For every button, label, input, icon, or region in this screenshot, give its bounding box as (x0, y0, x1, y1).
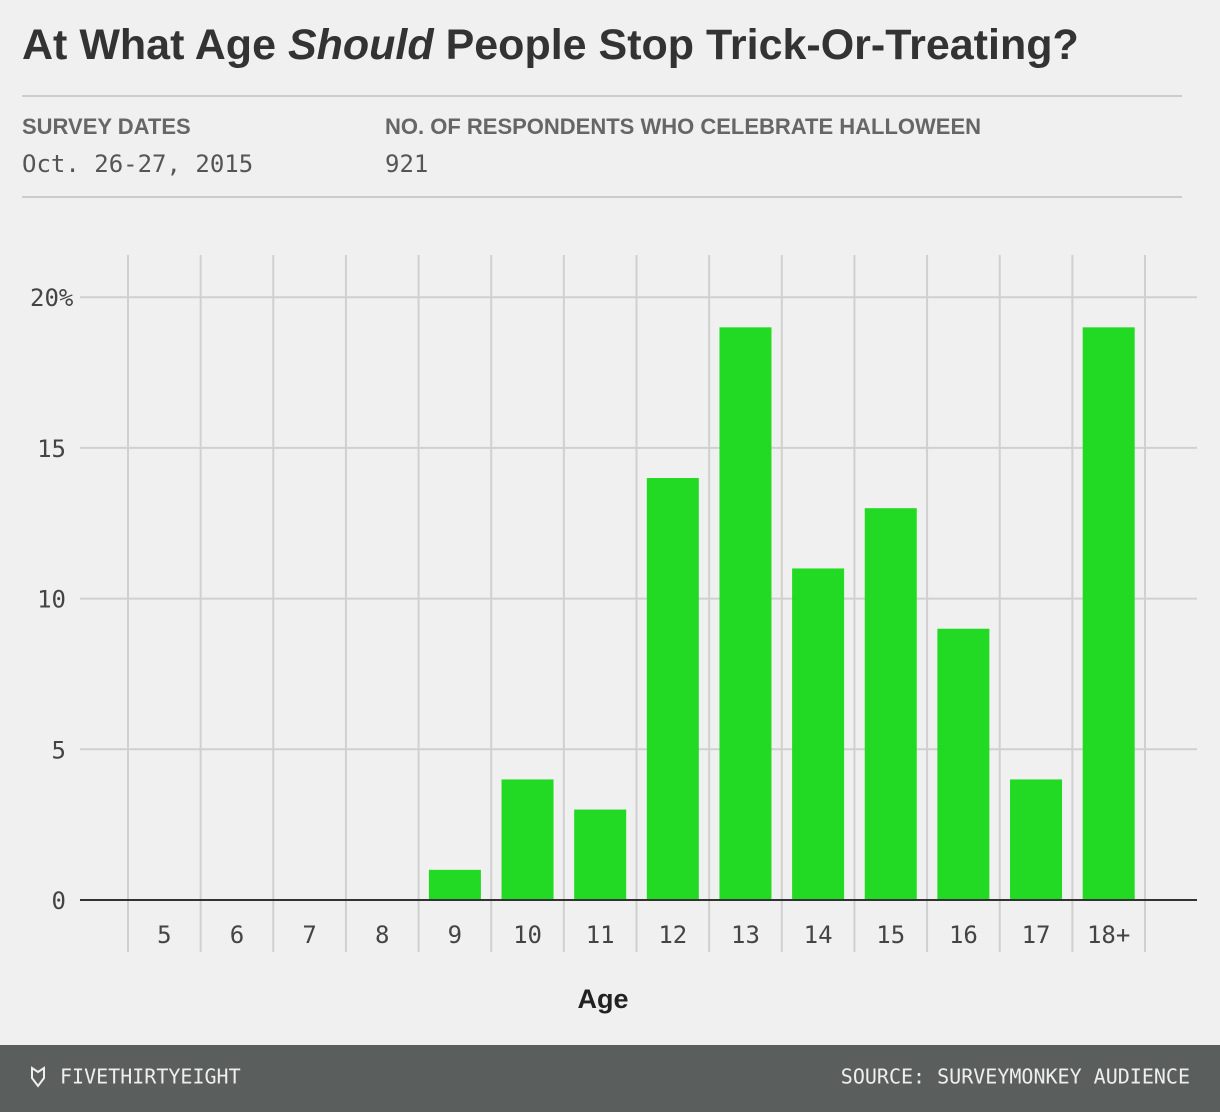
bar (864, 508, 917, 900)
x-tick-label: 6 (230, 921, 244, 949)
bar (937, 628, 990, 900)
bar (501, 779, 554, 900)
y-tick-label: 20% (30, 284, 74, 312)
x-tick-label: 9 (448, 921, 462, 949)
bar (646, 478, 699, 900)
x-tick-label: 5 (157, 921, 171, 949)
bar (574, 809, 627, 900)
footer-brand: FIVETHIRTYEIGHT (60, 1065, 241, 1089)
y-tick-label: 5 (52, 736, 66, 764)
footer-source: SOURCE: SURVEYMONKEY AUDIENCE (841, 1065, 1190, 1089)
x-tick-label: 10 (513, 921, 542, 949)
footer-bar (0, 1045, 1220, 1112)
title-part: People Stop Trick-Or-Treating? (434, 21, 1079, 69)
x-tick-label: 16 (949, 921, 978, 949)
chart-title: At What Age Should People Stop Trick-Or-… (22, 21, 1079, 69)
x-tick-label: 18+ (1087, 921, 1130, 949)
field-value: Oct. 26-27, 2015 (22, 150, 253, 178)
x-tick-label: 8 (375, 921, 389, 949)
x-tick-label: 15 (876, 921, 905, 949)
bar (719, 327, 772, 901)
bar (1010, 779, 1063, 900)
logo (31, 1066, 45, 1088)
x-tick-label: 11 (586, 921, 615, 949)
field-value: 921 (385, 150, 428, 178)
field-label: NO. OF RESPONDENTS WHO CELEBRATE HALLOWE… (385, 114, 981, 139)
x-tick-label: 13 (731, 921, 760, 949)
x-tick-label: 12 (658, 921, 687, 949)
y-tick-label: 10 (37, 586, 66, 614)
title-part: At What Age (22, 21, 288, 69)
field-label: SURVEY DATES (22, 114, 191, 139)
y-tick-label: 0 (52, 887, 66, 915)
x-axis-label: Age (577, 984, 628, 1014)
bar (792, 568, 845, 900)
y-tick-label: 15 (37, 435, 66, 463)
title-part: Should (288, 21, 434, 69)
bar (428, 869, 481, 900)
x-tick-label: 17 (1022, 921, 1051, 949)
x-tick-label: 7 (302, 921, 316, 949)
bar (1082, 327, 1135, 901)
x-tick-label: 14 (804, 921, 833, 949)
